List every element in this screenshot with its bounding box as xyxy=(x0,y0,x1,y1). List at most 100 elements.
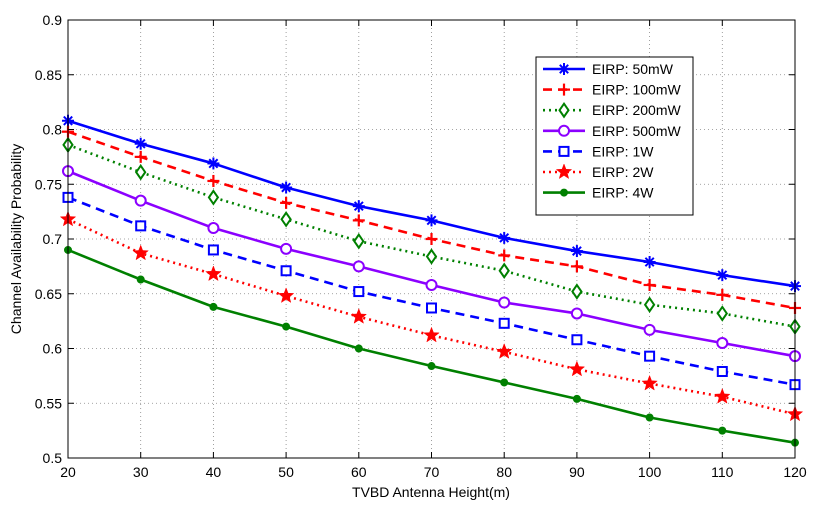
data-point xyxy=(498,317,510,329)
y-tick-label: 0.5 xyxy=(43,450,63,466)
data-point xyxy=(571,334,583,346)
data-point xyxy=(645,413,654,422)
data-point xyxy=(352,260,365,273)
data-point xyxy=(425,248,438,265)
data-point xyxy=(643,278,656,291)
legend-label: EIRP: 4W xyxy=(592,185,654,201)
data-point xyxy=(132,244,149,261)
data-point xyxy=(427,362,436,371)
data-point xyxy=(498,249,511,262)
legend-marker xyxy=(558,63,570,75)
legend-item: EIRP: 4W xyxy=(543,185,654,201)
data-point xyxy=(425,233,438,245)
data-point xyxy=(354,344,363,353)
ticks xyxy=(67,19,796,459)
x-tick-label: 100 xyxy=(638,464,662,480)
legend-marker xyxy=(560,188,568,197)
data-point xyxy=(425,214,438,227)
x-tick-label: 110 xyxy=(711,464,734,480)
data-point xyxy=(352,214,365,227)
data-point xyxy=(425,278,438,291)
data-point xyxy=(716,288,729,301)
data-point xyxy=(280,196,293,209)
y-tick-label: 0.9 xyxy=(43,12,63,28)
legend-item: EIRP: 2W xyxy=(543,163,654,180)
data-point xyxy=(643,255,656,268)
data-point xyxy=(570,307,583,320)
legend-label: EIRP: 1W xyxy=(592,143,654,159)
tick-labels: 20 30 40 50 60 70 80 90 100 110 120 0.5 0.55 0.6 0.65 0… xyxy=(35,12,807,480)
data-point xyxy=(134,137,147,150)
legend: EIRP: 50mW EIRP: 100mW EIRP: 200mW EIRP: 50… xyxy=(535,56,694,216)
data-point xyxy=(207,222,220,235)
data-point xyxy=(207,244,219,256)
legend-label: EIRP: 200mW xyxy=(592,102,681,118)
data-point xyxy=(641,374,658,391)
legend-label: EIRP: 2W xyxy=(592,164,654,180)
legend-item: EIRP: 100mW xyxy=(543,82,681,98)
y-tick-label: 0.8 xyxy=(43,122,63,138)
y-tick-label: 0.55 xyxy=(35,395,62,411)
x-tick-label: 70 xyxy=(424,464,440,480)
x-axis-label: TVBD Antenna Height(m) xyxy=(352,484,510,500)
data-point xyxy=(280,265,292,277)
data-point xyxy=(353,286,365,298)
legend-label: EIRP: 50mW xyxy=(592,61,674,77)
data-point xyxy=(280,181,293,194)
legend-label: EIRP: 100mW xyxy=(592,82,681,98)
data-point xyxy=(498,296,511,309)
legend-marker xyxy=(555,163,573,180)
data-point xyxy=(209,302,218,311)
x-tick-label: 50 xyxy=(278,464,294,480)
x-tick-label: 30 xyxy=(133,464,149,480)
data-point xyxy=(570,260,583,273)
x-tick-label: 40 xyxy=(206,464,222,480)
data-point xyxy=(423,326,440,343)
series-markers xyxy=(59,114,804,447)
data-point xyxy=(498,231,511,244)
legend-marker xyxy=(558,101,570,119)
x-tick-label: 90 xyxy=(569,464,585,480)
data-point xyxy=(643,296,656,313)
data-point xyxy=(716,365,728,377)
data-point xyxy=(644,350,656,362)
legend-marker xyxy=(558,83,570,96)
data-point xyxy=(716,305,729,322)
data-point xyxy=(495,343,513,359)
data-point xyxy=(500,378,509,387)
data-point xyxy=(207,174,220,187)
y-tick-label: 0.85 xyxy=(35,67,62,83)
data-point xyxy=(716,337,729,350)
x-tick-label: 120 xyxy=(783,464,807,480)
data-point xyxy=(716,269,729,282)
data-point xyxy=(353,232,365,250)
data-point xyxy=(350,308,368,324)
legend-label: EIRP: 500mW xyxy=(592,123,681,139)
data-point xyxy=(571,283,583,300)
data-point xyxy=(136,275,145,284)
data-point xyxy=(718,426,727,435)
y-axis-label: Channel Availability Probability xyxy=(8,144,24,334)
data-point xyxy=(207,157,220,170)
data-point xyxy=(277,287,295,303)
data-point xyxy=(352,200,365,213)
series-line-6 xyxy=(67,218,796,416)
data-point xyxy=(134,194,147,207)
data-point xyxy=(426,302,437,314)
data-point xyxy=(714,387,731,404)
y-tick-label: 0.7 xyxy=(43,231,63,247)
data-point xyxy=(135,220,147,232)
data-point xyxy=(568,360,586,377)
legend-marker xyxy=(558,124,570,137)
data-point xyxy=(280,242,293,255)
data-point xyxy=(572,394,581,403)
x-tick-label: 20 xyxy=(60,464,76,480)
legend-item: EIRP: 50mW xyxy=(543,61,674,77)
data-point xyxy=(134,150,147,163)
legend-item: EIRP: 200mW xyxy=(543,101,681,119)
data-point xyxy=(643,323,656,336)
data-point xyxy=(498,262,510,280)
data-point xyxy=(570,245,583,258)
